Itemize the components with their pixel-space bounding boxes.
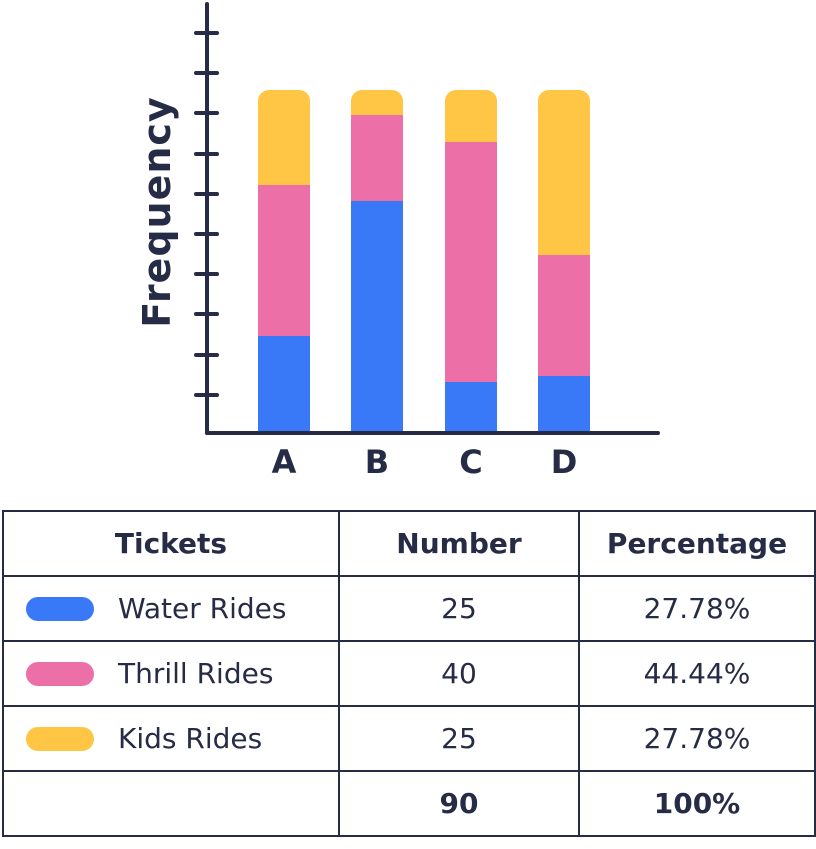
y-axis-tick: [194, 31, 219, 35]
total-empty-cell: [2, 770, 340, 837]
table-row-thrill-rides: Thrill Rides 40 44.44%: [2, 640, 816, 707]
bar-D: [538, 90, 590, 431]
thrill-rides-color-swatch: [26, 661, 94, 686]
bar-D-thrill-rides-segment: [538, 255, 590, 377]
water-rides-number: 25: [338, 575, 580, 642]
water-rides-percentage: 27.78%: [578, 575, 816, 642]
bar-D-water-rides-segment: [538, 376, 590, 431]
kids-rides-number: 25: [338, 705, 580, 772]
table-row-water-rides: Water Rides 25 27.78%: [2, 575, 816, 642]
bar-A-thrill-rides-segment: [258, 184, 310, 337]
x-tick-label-a: A: [271, 443, 297, 481]
y-axis-tick: [194, 272, 219, 277]
y-axis-tick: [194, 312, 219, 317]
bar-A: [258, 90, 310, 431]
thrill-rides-percentage: 44.44%: [578, 640, 816, 707]
header-percentage: Percentage: [578, 510, 816, 577]
x-tick-label-d: D: [550, 443, 578, 481]
x-tick-label-c: C: [459, 443, 483, 481]
bar-B-kids-rides-segment: [351, 90, 403, 115]
y-axis-line: [205, 2, 209, 435]
total-percentage: 100%: [578, 770, 816, 837]
bar-group: [0, 90, 816, 431]
x-axis-line: [205, 431, 660, 435]
kids-rides-label: Kids Rides: [118, 722, 263, 755]
bar-C-water-rides-segment: [445, 381, 497, 431]
table-row-kids-rides: Kids Rides 25 27.78%: [2, 705, 816, 772]
total-number: 90: [338, 770, 580, 837]
y-axis-tick: [194, 352, 219, 357]
water-rides-color-swatch: [26, 596, 94, 621]
thrill-rides-label: Thrill Rides: [118, 657, 274, 690]
header-tickets: Tickets: [2, 510, 340, 577]
bar-B-water-rides-segment: [351, 200, 403, 431]
bar-A-kids-rides-segment: [258, 90, 310, 185]
y-axis-tick: [194, 111, 219, 116]
stacked-bar-chart: Frequency: [0, 2, 816, 481]
bar-C-kids-rides-segment: [445, 90, 497, 142]
y-axis-tick: [194, 392, 219, 397]
kids-rides-color-swatch: [26, 726, 94, 751]
table-row-total: 90 100%: [2, 770, 816, 837]
bar-C-thrill-rides-segment: [445, 141, 497, 382]
y-axis-tick: [194, 191, 219, 196]
bar-D-kids-rides-segment: [538, 90, 590, 256]
x-tick-label-b: B: [364, 443, 390, 481]
water-rides-label: Water Rides: [118, 592, 287, 625]
bar-B: [351, 90, 403, 431]
y-axis-tick: [194, 151, 219, 156]
bar-C: [445, 90, 497, 431]
bar-B-thrill-rides-segment: [351, 114, 403, 201]
y-axis-tick: [194, 232, 219, 236]
table-header-row: Tickets Number Percentage: [2, 510, 816, 577]
y-axis-tick: [194, 71, 219, 76]
frequency-table: Tickets Number Percentage Water Rides 25…: [2, 510, 816, 837]
kids-rides-percentage: 27.78%: [578, 705, 816, 772]
bar-A-water-rides-segment: [258, 336, 310, 431]
header-number: Number: [338, 510, 580, 577]
thrill-rides-number: 40: [338, 640, 580, 707]
